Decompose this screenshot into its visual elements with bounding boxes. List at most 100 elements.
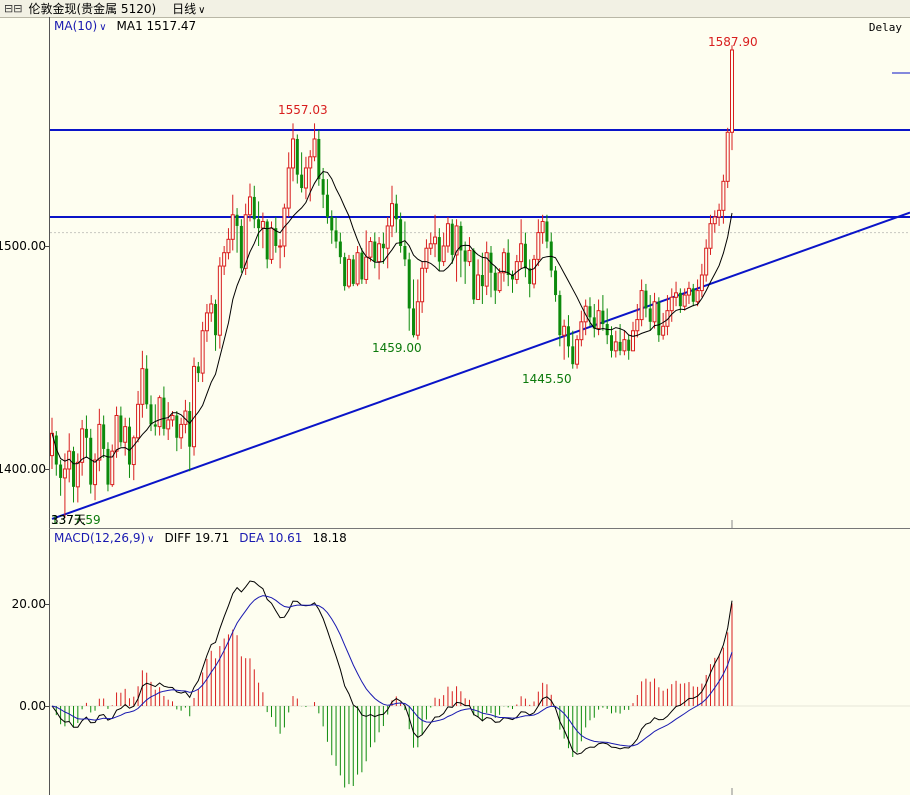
candle-body-down [153,424,157,427]
candle-body-down [407,259,411,309]
candle-body-up [721,180,726,211]
candle-body-down [511,274,515,280]
candle-body-down [463,250,467,262]
candle-body-down [588,306,592,318]
candle-body-down [523,243,527,269]
candle-body-up [243,214,248,269]
candle-body-down [554,270,558,296]
candle-body-down [592,317,596,329]
candle-body-down [334,230,338,242]
chevron-down-icon: ∨ [99,22,107,33]
candle-body-up [390,203,394,227]
candle-body-down [403,246,407,260]
candle-body-up [622,339,627,352]
candle-body-down [84,428,88,438]
macd-indicator-selector[interactable]: MACD(12,26,9) ∨ [54,531,154,545]
candle-body-down [257,219,261,229]
candle-body-up [596,310,601,330]
candle-body-up [433,236,438,245]
candle-body-down [648,308,652,322]
candle-body-up [303,167,308,189]
title-bar: ⊟⊟ 伦敦金现(贵金属 5120) 日线 ∨ [0,0,910,18]
candle-body-up [497,272,502,292]
price-tick-1500: 1500.00 [0,239,46,253]
macd-legend: MACD(12,26,9) ∨ DIFF 19.71 DEA 10.61 18.1… [54,531,347,545]
candle-body-up [699,274,704,292]
candle-body-up [454,225,459,256]
candle-body-up [200,330,205,374]
candle-body-down [644,290,648,309]
candle-body-up [695,290,700,303]
price-pane[interactable] [50,45,910,528]
candle-body-up [291,138,296,169]
candle-body-up [136,403,141,439]
macd-tick-mark [44,604,49,605]
candle-body-down [437,237,441,262]
period-selector[interactable]: 日线 ∨ [172,0,205,17]
candle-body-up [725,131,730,182]
candle-body-down [325,194,329,218]
candle-body-up [484,252,489,287]
macd-pane[interactable] [50,580,910,795]
dea-line [51,595,733,747]
price-tick-mark [44,246,49,247]
candle-body-up [269,227,274,260]
candle-body-up [445,223,450,247]
period-label: 日线 [172,2,197,16]
dea-value: DEA 10.61 [239,531,303,545]
candle-body-up [93,459,98,486]
candle-body-up [424,247,429,269]
candle-body-up [635,319,640,332]
candle-body-up [661,325,666,336]
candle-body-down [89,437,93,485]
candle-body-up [75,461,80,488]
price-tick-mark [44,469,49,470]
candle-body-down [235,214,239,226]
instrument-title[interactable]: 伦敦金现(贵金属 5120) [28,2,157,16]
candle-body-up [501,252,506,274]
candle-body-down [657,301,661,336]
candle-body-up [420,267,425,303]
candle-body-up [204,312,209,332]
candle-body-down [317,138,321,180]
candle-body-up [247,196,252,216]
candle-body-up [669,296,674,312]
candle-body-up [712,216,717,225]
candle-body-up [708,223,713,249]
candle-body-up [579,321,584,341]
candle-body-down [295,138,299,175]
candle-body-up [170,414,175,421]
macd-name: MACD(12,26,9) [54,531,146,545]
annotation-layer: 1587.90 1557.03 1459.00 1445.50 1377.59 … [51,35,758,527]
candle-body-down [351,259,355,284]
candle-body-down [493,272,497,291]
candle-body-down [399,219,403,246]
candle-body-up [62,468,67,479]
candle-body-down [162,397,166,429]
candle-body-up [192,365,197,448]
candle-body-down [412,308,416,336]
candle-body-down [106,448,110,485]
candle-body-down [459,225,463,251]
ma-indicator-selector[interactable]: MA(10) ∨ [54,19,107,33]
y-axis-line [49,17,50,795]
candle-body-down [196,366,200,374]
candle-body-down [618,341,622,351]
candle-body-up [682,294,687,307]
candle-body-down [450,223,454,255]
chart-icon[interactable]: ⊟⊟ [4,2,23,15]
candle-body-up [140,368,145,405]
candle-body-down [239,225,243,269]
candle-body-down [330,217,334,231]
candle-body-down [214,303,218,336]
candle-body-down [274,228,278,246]
candle-body-up [312,138,317,158]
candle-body-down [175,415,179,438]
candle-body-down [149,404,153,425]
candle-body-up [415,301,420,336]
ma-legend: MA(10) ∨ MA1 1517.47 [54,19,196,33]
candle-body-up [717,209,722,218]
candle-body-up [123,426,128,443]
pane-separator[interactable] [49,528,910,529]
